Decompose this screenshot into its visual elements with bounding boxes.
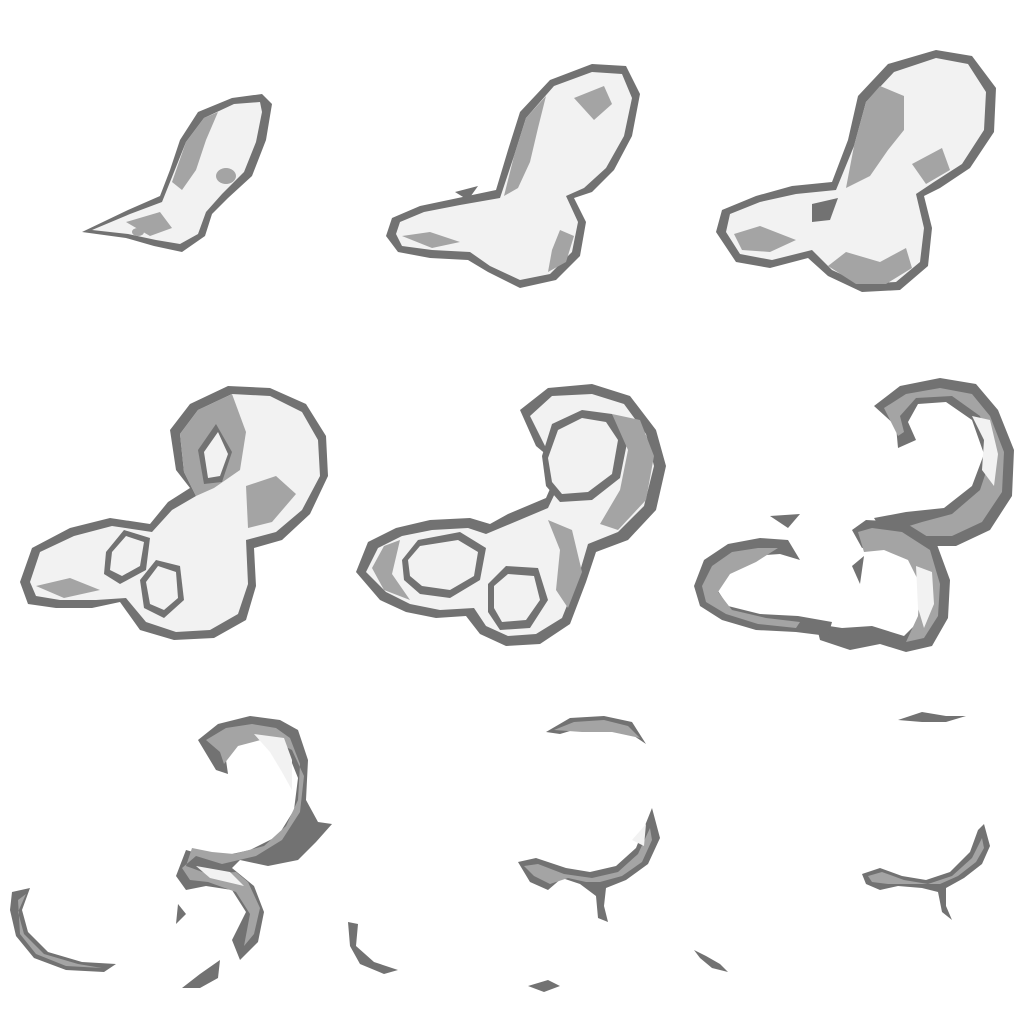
smoke-frame-9 (694, 712, 990, 972)
smoke-frame-5 (356, 384, 666, 646)
smoke-frame-6 (694, 378, 1014, 652)
smoke-frame-2 (386, 64, 640, 288)
smoke-frame-3 (716, 50, 996, 292)
smoke-frame-1 (82, 94, 272, 252)
smoke-frame-8 (348, 716, 660, 992)
smoke-frame-4 (20, 386, 328, 640)
smoke-frame-7 (10, 716, 332, 988)
